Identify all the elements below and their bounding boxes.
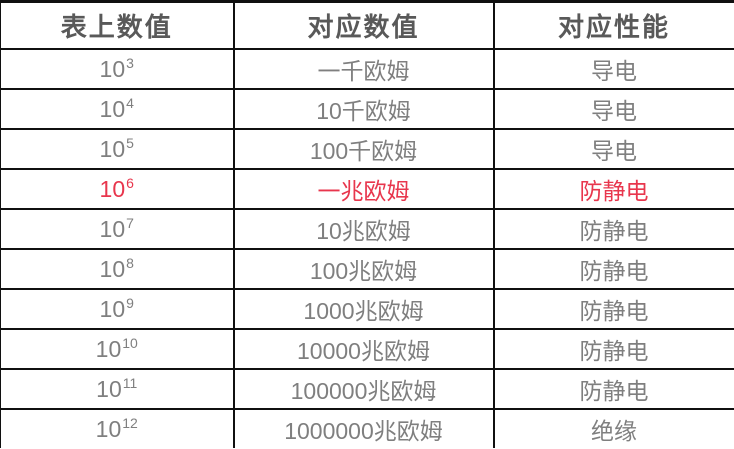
meter-exp: 9: [126, 294, 134, 311]
table-row: 1011 100000兆欧姆 防静电: [0, 369, 734, 410]
resistance-value-cell: 100000兆欧姆: [233, 369, 495, 410]
table-row: 108 100兆欧姆 防静电: [0, 249, 734, 290]
col-header-corresponding-value: 对应数值: [233, 1, 495, 50]
table-row: 1010 10000兆欧姆 防静电: [0, 329, 734, 370]
table-row: 109 1000兆欧姆 防静电: [0, 289, 734, 330]
meter-base: 10: [95, 335, 122, 362]
meter-exp: 10: [122, 334, 138, 351]
performance-cell: 防静电: [493, 369, 734, 410]
table-row: 106 一兆欧姆 防静电: [0, 169, 734, 210]
meter-value-cell: 109: [0, 289, 235, 330]
meter-base: 10: [99, 55, 126, 82]
meter-exp: 11: [122, 374, 138, 391]
resistance-value-cell: 一千欧姆: [233, 49, 495, 90]
meter-value-cell: 1011: [0, 369, 235, 410]
performance-cell: 防静电: [493, 329, 734, 370]
meter-exp: 3: [126, 54, 134, 71]
meter-value-cell: 106: [0, 169, 235, 210]
resistance-value-cell: 1000兆欧姆: [233, 289, 495, 330]
performance-cell: 导电: [493, 89, 734, 130]
meter-base: 10: [99, 175, 126, 202]
meter-base: 10: [99, 95, 126, 122]
resistance-value-cell: 1000000兆欧姆: [233, 409, 495, 448]
table-row: 103 一千欧姆 导电: [0, 49, 734, 90]
performance-cell: 防静电: [493, 169, 734, 210]
meter-exp: 5: [126, 134, 134, 151]
col-header-meter-value: 表上数值: [0, 1, 235, 50]
resistance-value-cell: 10000兆欧姆: [233, 329, 495, 370]
meter-base: 10: [99, 255, 126, 282]
table-row: 107 10兆欧姆 防静电: [0, 209, 734, 250]
meter-value-cell: 105: [0, 129, 235, 170]
table-body: 103 一千欧姆 导电 104 10千欧姆 导电 105 100千欧姆 导电 1…: [0, 49, 734, 448]
meter-exp: 8: [126, 254, 134, 271]
performance-cell: 导电: [493, 49, 734, 90]
resistance-value-cell: 一兆欧姆: [233, 169, 495, 210]
table-row: 104 10千欧姆 导电: [0, 89, 734, 130]
meter-base: 10: [95, 415, 122, 442]
table-row: 105 100千欧姆 导电: [0, 129, 734, 170]
meter-value-cell: 108: [0, 249, 235, 290]
meter-base: 10: [99, 295, 126, 322]
performance-cell: 防静电: [493, 289, 734, 330]
meter-exp: 7: [126, 214, 134, 231]
meter-value-cell: 1012: [0, 409, 235, 448]
table-header: 表上数值 对应数值 对应性能: [0, 1, 734, 50]
performance-cell: 绝缘: [591, 418, 637, 444]
meter-value-cell: 104: [0, 89, 235, 130]
table-row: 1012 1000000兆欧姆 绝缘: [0, 409, 734, 448]
meter-value-cell: 107: [0, 209, 235, 250]
meter-exp: 4: [126, 94, 134, 111]
resistance-value-cell: 100千欧姆: [233, 129, 495, 170]
performance-cell: 防静电: [493, 209, 734, 250]
performance-cell: 导电: [493, 129, 734, 170]
col-header-corresponding-performance: 对应性能: [493, 1, 734, 50]
meter-base: 10: [99, 215, 126, 242]
resistance-value-cell: 10兆欧姆: [233, 209, 495, 250]
performance-cell: 防静电: [493, 249, 734, 290]
resistance-value-cell: 100兆欧姆: [233, 249, 495, 290]
meter-base: 10: [99, 135, 126, 162]
meter-exp: 12: [122, 414, 138, 431]
meter-exp: 6: [126, 174, 134, 191]
meter-value-cell: 103: [0, 49, 235, 90]
meter-base: 10: [96, 375, 122, 402]
meter-value-cell: 1010: [0, 329, 235, 370]
resistance-value-cell: 10千欧姆: [233, 89, 495, 130]
header-row: 表上数值 对应数值 对应性能: [0, 1, 734, 50]
